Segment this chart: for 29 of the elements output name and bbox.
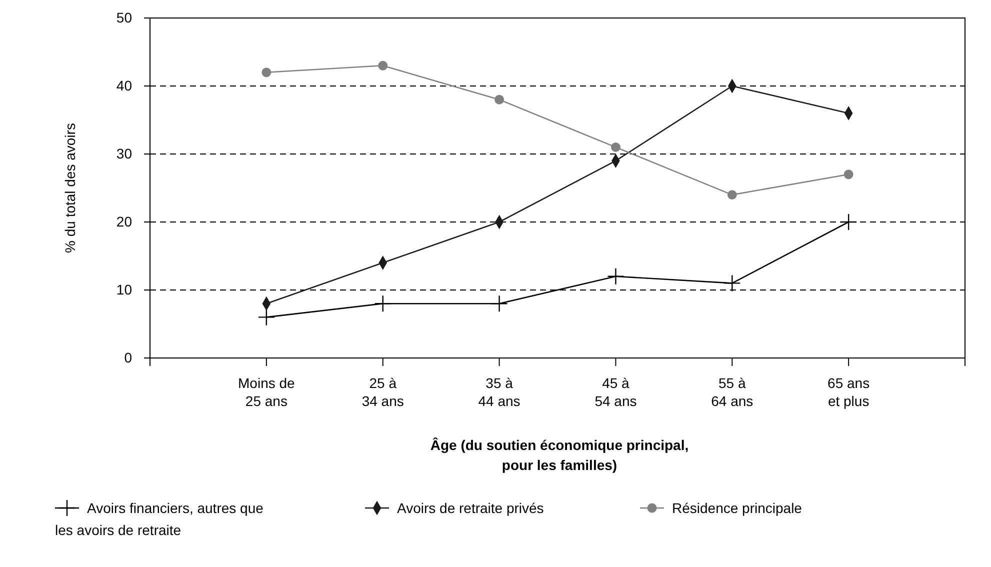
y-tick-label: 40 xyxy=(116,77,132,94)
y-tick-label: 0 xyxy=(124,349,132,366)
y-tick-label: 10 xyxy=(116,281,132,298)
y-tick-label: 50 xyxy=(116,9,132,26)
x-axis-title: Âge (du soutien économique principal, pour les familles) xyxy=(430,437,689,473)
point xyxy=(844,170,854,180)
y-axis-title: % du total des avoirs xyxy=(62,123,78,253)
x-tick-label: 25 à 34 ans xyxy=(362,375,404,409)
point xyxy=(607,268,624,285)
x-tick-label: 35 à 44 ans xyxy=(478,375,520,409)
x-tick-label: 65 ans et plus xyxy=(828,375,870,409)
point xyxy=(378,60,388,70)
point xyxy=(724,274,741,292)
point xyxy=(840,213,858,231)
x-tick-label: 45 à 54 ans xyxy=(594,375,637,409)
y-tick-label: 30 xyxy=(116,145,132,162)
legend-label: Résidence principale xyxy=(672,500,802,516)
legend-label: Avoirs financiers, autres que les avoirs de retraite xyxy=(55,500,264,538)
point xyxy=(258,308,276,326)
point xyxy=(374,295,392,312)
legend-label: Avoirs de retraite privés xyxy=(397,500,544,516)
x-tick-label: Moins de 25 ans xyxy=(238,375,296,409)
point xyxy=(262,68,272,78)
point xyxy=(490,295,508,312)
point xyxy=(727,190,737,200)
point xyxy=(610,142,620,152)
point xyxy=(494,94,504,104)
y-tick-label: 20 xyxy=(116,213,132,230)
x-tick-label: 55 à 64 ans xyxy=(711,375,754,409)
